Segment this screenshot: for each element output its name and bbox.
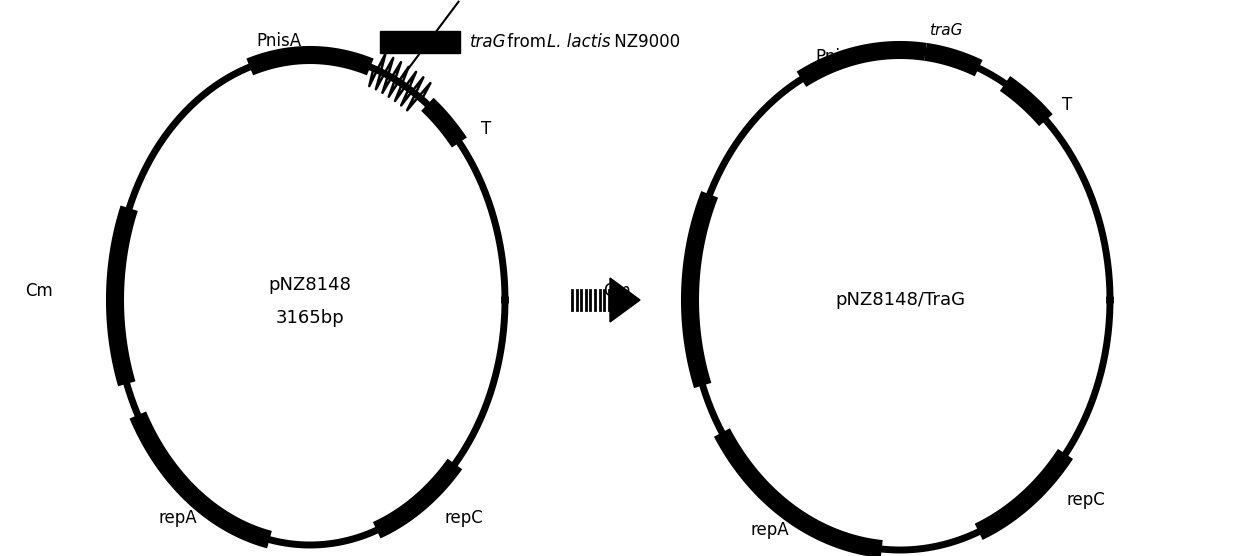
- Text: traG: traG: [929, 23, 963, 38]
- Text: repC: repC: [1067, 491, 1105, 509]
- Text: NZ9000: NZ9000: [610, 33, 680, 51]
- Text: pNZ8148: pNZ8148: [269, 276, 352, 294]
- Text: Cm: Cm: [603, 282, 632, 300]
- FancyBboxPatch shape: [380, 31, 460, 53]
- Text: MCS: MCS: [410, 33, 447, 51]
- Text: repC: repC: [445, 509, 483, 527]
- Text: 3165bp: 3165bp: [275, 309, 344, 327]
- Text: PnisA: PnisA: [815, 48, 860, 66]
- Text: T: T: [481, 120, 491, 138]
- Text: PnisA: PnisA: [256, 32, 301, 50]
- Text: pNZ8148/TraG: pNZ8148/TraG: [835, 291, 965, 309]
- Polygon shape: [610, 278, 641, 322]
- Text: repA: repA: [159, 509, 197, 527]
- Text: from: from: [502, 33, 551, 51]
- Text: L. lactis: L. lactis: [546, 33, 611, 51]
- Text: T: T: [1062, 96, 1072, 113]
- Text: traG: traG: [470, 33, 507, 51]
- Text: repA: repA: [751, 521, 789, 539]
- Text: Cm: Cm: [25, 282, 53, 300]
